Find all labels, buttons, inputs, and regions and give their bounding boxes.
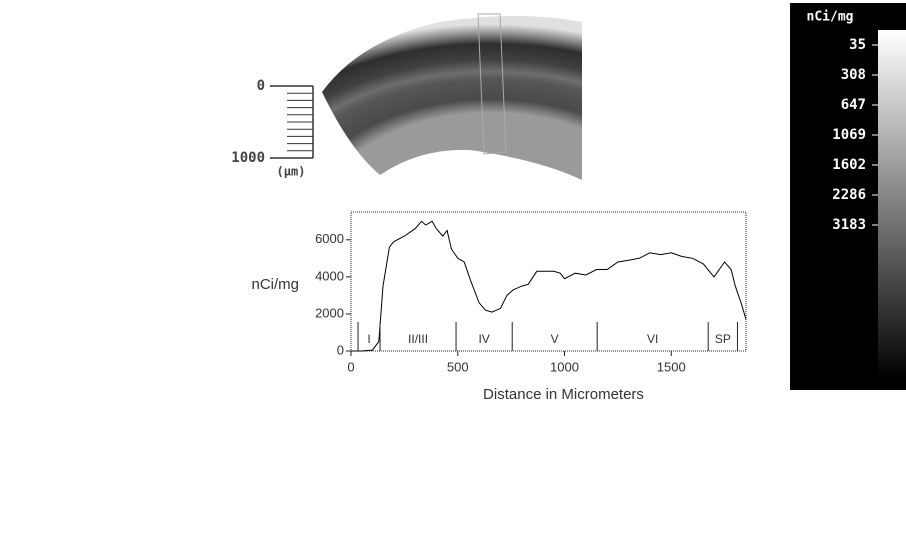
x-tick-label: 0	[347, 359, 354, 374]
x-axis-label: Distance in Micrometers	[483, 386, 644, 403]
layer-label: SP	[715, 332, 731, 346]
layer-label: VI	[647, 332, 658, 346]
layer-label: IV	[478, 332, 489, 346]
scale-tick-label: 1000	[231, 150, 265, 166]
colorbar-labels: 35 308 647 1069 1602 2286 3183	[832, 37, 878, 233]
autoradiograph	[322, 16, 582, 180]
y-axis-label: nCi/mg	[251, 276, 299, 293]
colorbar-label: 308	[841, 67, 866, 83]
plot-frame	[350, 211, 747, 352]
colorbar-label: 1069	[832, 127, 866, 143]
layer-label: II/III	[408, 332, 428, 346]
colorbar-label: 2286	[832, 187, 866, 203]
x-tick-label: 1500	[657, 359, 686, 374]
colorbar-label: 35	[849, 37, 866, 53]
y-tick-label: 2000	[315, 305, 344, 320]
profile-line	[351, 220, 747, 352]
colorbar-label: 1602	[832, 157, 866, 173]
sample-box	[477, 13, 507, 155]
profile-plot: 0 2000 4000 6000 0 500 1000 1500 nCi/mg Distance …	[251, 211, 747, 403]
y-tick-label: 4000	[315, 268, 344, 283]
colorbar-title: nCi/mg	[807, 10, 854, 25]
y-tick-label: 6000	[315, 231, 344, 246]
colorbar-label: 647	[841, 97, 866, 113]
layer-label: V	[551, 332, 559, 346]
y-tick-label: 0	[337, 342, 344, 357]
layer-label: I	[367, 332, 370, 346]
x-tick-label: 1000	[550, 359, 579, 374]
x-tick-label: 500	[447, 359, 469, 374]
scale-bar: 0 1000 (µm)	[231, 78, 314, 179]
scale-unit: (µm)	[277, 165, 306, 179]
scale-tick-label: 0	[257, 78, 265, 94]
colorbar-gradient	[878, 30, 906, 380]
colorbar-label: 3183	[832, 217, 866, 233]
